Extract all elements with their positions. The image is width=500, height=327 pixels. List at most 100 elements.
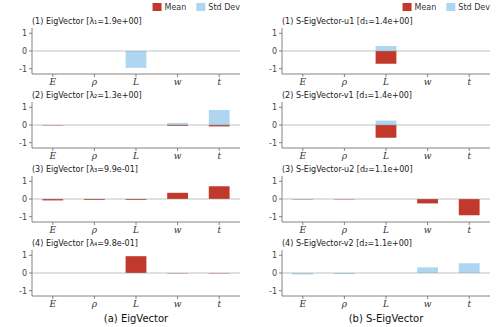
legend-label: Std Dev [208,3,240,12]
x-tick-label: E [49,151,57,161]
x-tick-label: ρ [91,151,98,161]
bars [376,46,397,64]
figure: (1) EigVector [λ₁=1.9e+00] -1 0 1 Eρ Lw t Std D… [0,0,500,327]
zero-line [282,51,490,52]
bar [417,267,438,273]
y-tick-label: 0 [22,47,27,56]
x-tick-label: ρ [341,151,348,161]
y-tick [279,68,282,69]
y-tick-label: 1 [272,177,277,186]
legend-label: Mean [165,3,187,12]
x-tick-label: w [174,225,182,235]
x-tick-label: ρ [91,225,98,235]
zero-line [32,125,240,126]
y-tick-label: 1 [22,29,27,38]
bar [126,51,147,68]
y-tick-label: -1 [269,65,277,74]
y-tick [29,51,32,52]
x-tick-label: w [424,299,432,309]
x-tick-label: w [174,151,182,161]
bar [459,263,480,273]
subplot: (3) S-EigVector-u2 [d₂=1.1e+00]-101EρLwt [269,165,490,235]
subplot-title: (1) S-EigVector-u1 [d₁=1.4e+00] [282,17,413,26]
y-tick-label: 0 [272,269,277,278]
legend-swatch [403,3,412,11]
bar [167,193,188,199]
legend-swatch [196,3,205,11]
x-tick-label: w [424,225,432,235]
x-tick-label: L [382,225,389,235]
subplot-title: (4) S-EigVector-v2 [d₂=1.1e+00] [282,239,412,248]
y-tick [29,142,32,143]
y-tick [279,107,282,108]
y-tick [29,255,32,256]
x-tick-label: ρ [91,77,98,87]
subplot: (1) EigVector [λ₁=1.9e+00]-101EρLwtStd D… [19,3,240,87]
x-tick-label: w [174,77,182,87]
x-tick-label: L [132,151,139,161]
y-tick [29,33,32,34]
y-tick [279,216,282,217]
x-tick-label: E [49,299,57,309]
y-tick-label: -1 [269,213,277,222]
y-tick-label: 0 [22,121,27,130]
subplot: (4) EigVector [λ₄=9.8e-01] -1 0 1 Eρ Lw t [19,239,240,309]
x-tick-label: E [299,151,307,161]
bar [209,110,230,125]
x-tick-label: E [49,77,57,87]
y-tick-label: 1 [22,251,27,260]
bar [376,51,397,64]
x-tick-label: w [174,299,182,309]
y-tick-label: 0 [272,47,277,56]
legend: Std Dev Mean [153,3,241,12]
subplot-title: (2) EigVector [λ₂=1.3e+00] [32,91,142,100]
bar [167,123,188,125]
y-tick [279,142,282,143]
y-tick-label: 0 [22,195,27,204]
x-tick-label: E [49,225,57,235]
zero-line [32,273,240,274]
caption: (a) EigVector [104,313,169,324]
bars [42,110,229,126]
y-tick [29,290,32,291]
background [0,0,500,327]
subplot-title: (4) EigVector [λ₄=9.8e-01] [32,239,138,248]
x-tick-label: t [217,77,221,87]
legend-swatch [446,3,455,11]
subplot: (3) EigVector [λ₃=9.9e-01]-101EρLwt [19,165,240,235]
bars [42,186,229,200]
x-tick-label: w [424,77,432,87]
subplot-title: (3) EigVector [λ₃=9.9e-01] [32,165,138,174]
y-tick [279,33,282,34]
bars [292,199,479,215]
x-tick-label: t [217,151,221,161]
bar [209,186,230,199]
y-tick-label: -1 [269,287,277,296]
bars [376,121,397,138]
caption: (b) S-EigVector [349,313,424,324]
x-tick-label: t [467,299,471,309]
y-tick [279,125,282,126]
legend-label: Std Dev [458,3,490,12]
y-tick-label: -1 [19,139,27,148]
y-tick-label: -1 [19,287,27,296]
y-tick-label: -1 [19,213,27,222]
y-tick [279,181,282,182]
y-tick-label: 0 [22,269,27,278]
x-tick-label: ρ [91,299,98,309]
x-tick-label: L [132,299,139,309]
x-tick-label: t [467,77,471,87]
subplot-title: (1) EigVector [λ₁=1.9e+00] [32,17,142,26]
zero-line [282,125,490,126]
zero-line [282,273,490,274]
bars [126,256,230,273]
y-tick [29,107,32,108]
subplot: (2) EigVector [λ₂=1.3e+00]-101EρLwt [19,91,240,161]
x-tick-label: w [424,151,432,161]
x-tick-label: ρ [341,225,348,235]
page: {"chart_data": [ {"type": "bar", "title"… [0,0,500,327]
x-tick-label: t [217,299,221,309]
y-tick-label: 1 [22,177,27,186]
x-tick-label: t [467,225,471,235]
y-tick [279,255,282,256]
